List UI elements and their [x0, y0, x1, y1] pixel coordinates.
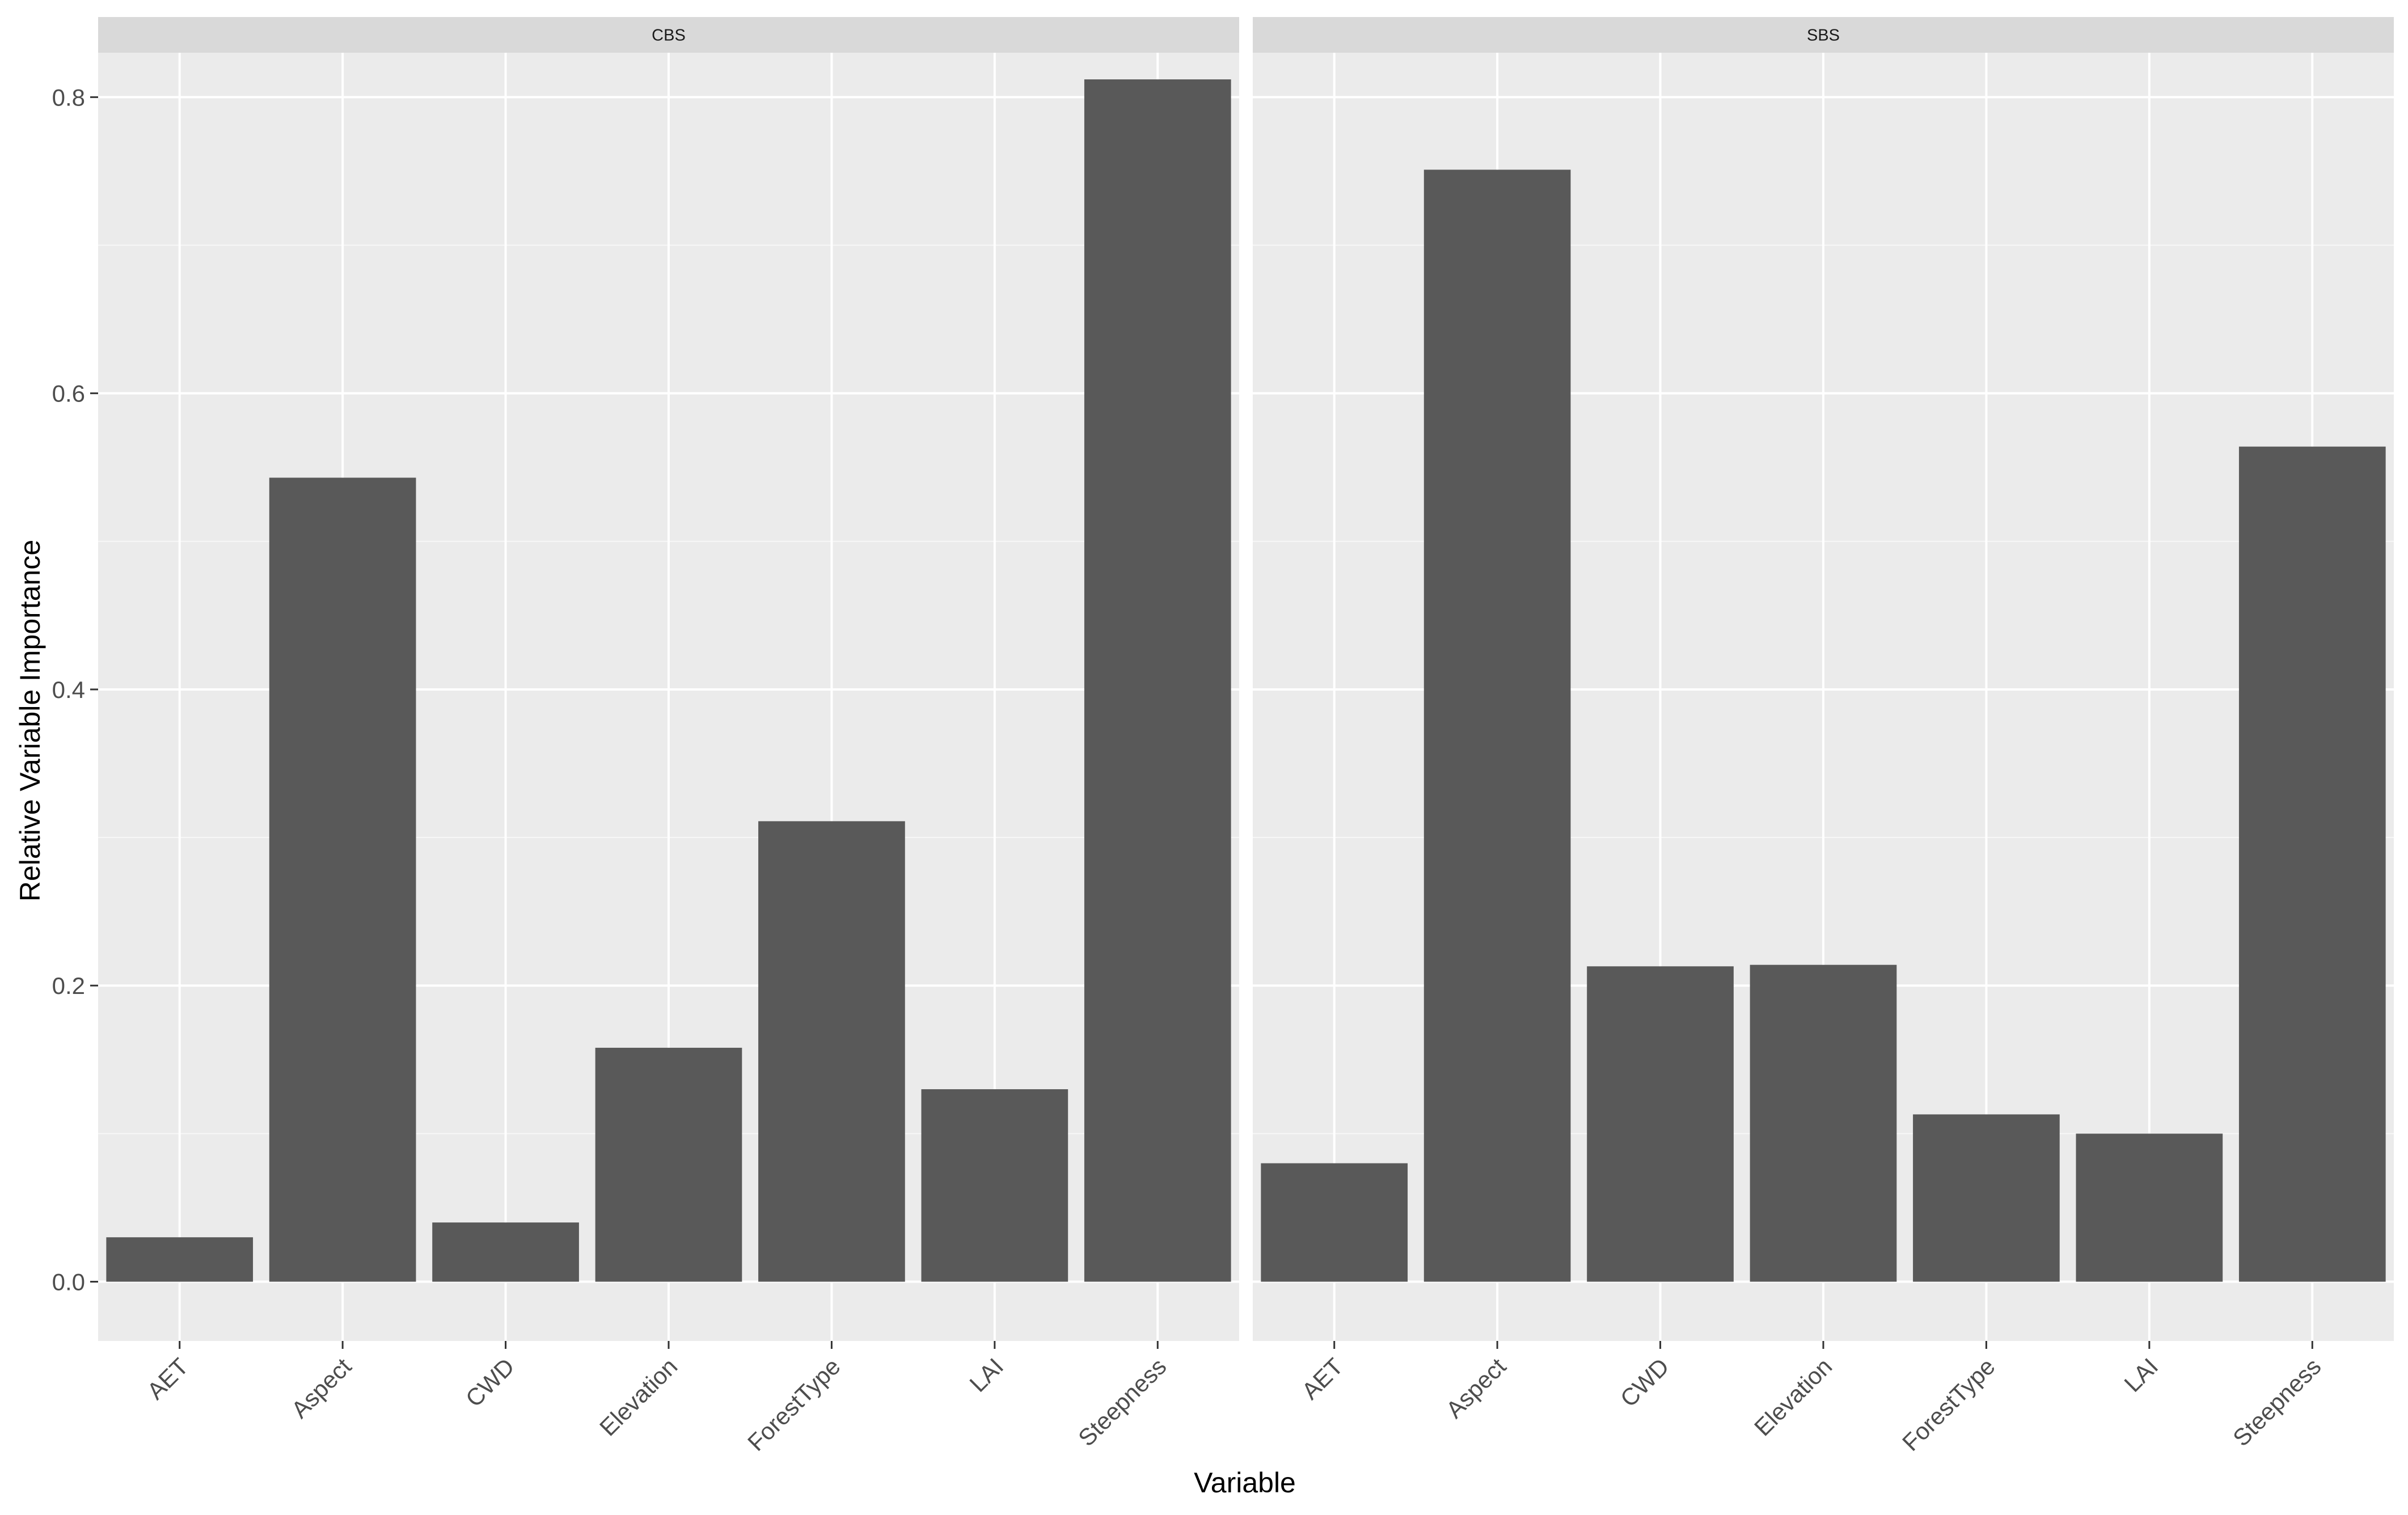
x-tick-label: Elevation — [594, 1353, 682, 1441]
x-tick-label: CWD — [1615, 1353, 1674, 1412]
bar-cbs-aet — [106, 1237, 254, 1282]
x-tick-label: Aspect — [286, 1353, 356, 1423]
bar-sbs-foresttype — [1913, 1114, 2060, 1282]
bar-cbs-aspect — [269, 477, 416, 1282]
x-tick-label: AET — [1296, 1353, 1348, 1404]
x-axis-title: Variable — [1194, 1467, 1296, 1499]
y-axis: 0.0 0.2 0.4 0.6 0.8 — [52, 84, 98, 1296]
bar-sbs-cwd — [1587, 966, 1734, 1282]
y-tick-label: 0.4 — [52, 676, 85, 703]
x-tick-label: LAI — [2119, 1353, 2163, 1397]
y-tick-label: 0.2 — [52, 972, 85, 999]
y-tick-label: 0.6 — [52, 380, 85, 407]
facet-cbs: CBS — [98, 17, 1239, 1341]
y-axis-title: Relative Variable Importance — [14, 540, 46, 902]
bar-cbs-elevation — [595, 1047, 742, 1282]
bar-sbs-aspect — [1423, 170, 1571, 1282]
bar-cbs-foresttype — [758, 821, 905, 1282]
facet-sbs: SBS — [1253, 17, 2394, 1341]
x-tick-label: Elevation — [1749, 1353, 1837, 1441]
bar-cbs-cwd — [432, 1222, 579, 1282]
x-tick-label: CWD — [461, 1353, 519, 1412]
x-tick-label: Steepness — [2228, 1353, 2326, 1451]
y-tick-label: 0.8 — [52, 84, 85, 111]
facet-panels: CBS SBS — [98, 17, 2394, 1341]
bar-cbs-steepness — [1084, 79, 1231, 1282]
x-tick-label: LAI — [964, 1353, 1008, 1397]
x-tick-label: AET — [142, 1353, 193, 1404]
x-tick-label: Aspect — [1440, 1353, 1511, 1423]
facet-strip-label: SBS — [1807, 27, 1840, 45]
x-tick-label: ForestType — [742, 1353, 846, 1456]
x-tick-label: ForestType — [1897, 1353, 2000, 1456]
facet-strip — [98, 17, 1239, 53]
bar-sbs-steepness — [2238, 446, 2386, 1282]
y-tick-label: 0.0 — [52, 1269, 85, 1296]
bar-cbs-lai — [921, 1089, 1068, 1282]
bar-sbs-aet — [1261, 1163, 1408, 1282]
facet-strip-label: CBS — [652, 27, 686, 45]
x-tick-label: Steepness — [1073, 1353, 1172, 1451]
bar-sbs-lai — [2076, 1133, 2223, 1282]
facet-strip — [1253, 17, 2394, 53]
x-axis: AET Aspect CWD Elevation ForestType LAI Steepn… — [142, 1341, 2326, 1456]
bar-sbs-elevation — [1750, 964, 1897, 1282]
